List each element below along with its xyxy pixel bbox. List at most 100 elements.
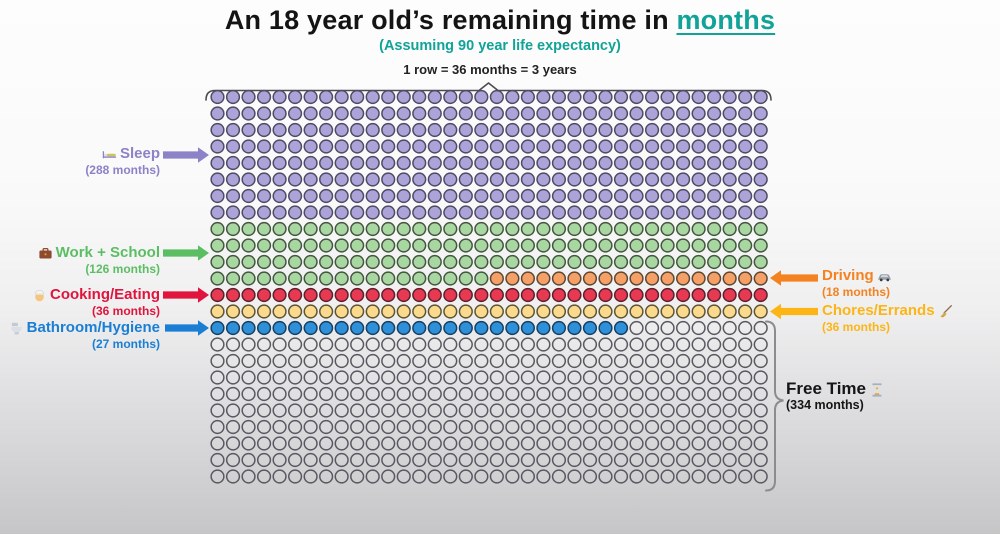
waffle-cell-free_time (334, 452, 349, 468)
waffle-cell-free_time (225, 386, 241, 402)
waffle-cell-sleep (303, 155, 318, 171)
waffle-cell-sleep (272, 172, 287, 187)
waffle-cell-work_school (660, 221, 675, 237)
waffle-cell-sleep (319, 106, 334, 121)
waffle-cell-free_time (536, 436, 551, 451)
waffle-cell-sleep (505, 172, 520, 187)
waffle-cell-chores_errands (272, 304, 287, 319)
waffle-cell-sleep (691, 139, 706, 154)
waffle-cell-work_school (225, 221, 241, 237)
waffle-cell-cooking_eating (288, 287, 303, 303)
waffle-cell-work_school (272, 254, 287, 270)
waffle-cell-work_school (319, 271, 334, 286)
waffle-cell-sleep (381, 172, 396, 187)
waffle-cell-work_school (676, 254, 691, 270)
waffle-cell-cooking_eating (598, 287, 613, 303)
row-note: 1 row = 36 months = 3 years (403, 62, 577, 77)
waffle-cell-free_time (427, 370, 442, 385)
waffle-cell-sleep (365, 106, 380, 121)
sleep-arrow (163, 147, 209, 163)
waffle-cell-driving (753, 271, 768, 286)
waffle-cell-driving (567, 271, 582, 286)
waffle-cell-sleep (489, 106, 504, 121)
waffle-cell-free_time (753, 419, 768, 435)
waffle-cell-free_time (536, 419, 551, 435)
page-title: An 18 year old’s remaining time in month… (0, 5, 1000, 36)
waffle-cell-free_time (738, 452, 753, 468)
waffle-cell-sleep (551, 155, 567, 171)
waffle-cell-cooking_eating (644, 287, 660, 303)
waffle-cell-sleep (613, 155, 629, 171)
waffle-cell-work_school (381, 221, 396, 237)
chores-errands-arrow (770, 303, 818, 320)
waffle-cell-bathroom_hygiene (567, 320, 582, 336)
waffle-cell-sleep (536, 106, 551, 121)
waffle-cell-cooking_eating (396, 287, 411, 303)
waffle-cell-sleep (210, 139, 225, 154)
waffle-cell-chores_errands (551, 304, 567, 319)
waffle-cell-sleep (691, 155, 706, 171)
waffle-cell-sleep (365, 155, 380, 171)
waffle-cell-free_time (381, 469, 396, 484)
waffle-cell-sleep (381, 155, 396, 171)
waffle-cell-free_time (691, 419, 706, 435)
waffle-cell-free_time (629, 337, 644, 352)
waffle-cell-bathroom_hygiene (427, 320, 442, 336)
waffle-cell-sleep (458, 155, 473, 171)
waffle-cell-sleep (489, 172, 504, 187)
waffle-cell-work_school (474, 221, 489, 237)
waffle-cell-free_time (365, 469, 380, 484)
waffle-cell-free_time (660, 469, 675, 484)
waffle-cell-free_time (474, 353, 489, 369)
waffle-cell-free_time (381, 419, 396, 435)
waffle-cell-free_time (225, 353, 241, 369)
waffle-cell-sleep (520, 188, 536, 204)
waffle-cell-free_time (707, 386, 722, 402)
waffle-cell-sleep (241, 139, 256, 154)
waffle-cell-sleep (319, 89, 334, 105)
waffle-cell-sleep (660, 106, 675, 121)
waffle-cell-bathroom_hygiene (210, 320, 225, 336)
waffle-cell-bathroom_hygiene (350, 320, 365, 336)
waffle-cell-free_time (644, 452, 660, 468)
waffle-cell-sleep (676, 89, 691, 105)
waffle-cell-free_time (443, 469, 458, 484)
waffle-cell-chores_errands (613, 304, 629, 319)
waffle-cell-free_time (722, 452, 737, 468)
waffle-cell-sleep (738, 205, 753, 220)
waffle-cell-free_time (210, 419, 225, 435)
waffle-cell-free_time (598, 386, 613, 402)
waffle-cell-work_school (350, 254, 365, 270)
waffle-cell-work_school (458, 238, 473, 253)
waffle-cell-free_time (319, 419, 334, 435)
waffle-cell-sleep (598, 205, 613, 220)
waffle-cell-cooking_eating (412, 287, 427, 303)
waffle-cell-sleep (582, 188, 598, 204)
waffle-cell-sleep (536, 89, 551, 105)
waffle-cell-bathroom_hygiene (288, 320, 303, 336)
waffle-cell-free_time (303, 452, 318, 468)
waffle-cell-chores_errands (598, 304, 613, 319)
label-chores-errands-months: (36 months) (822, 320, 891, 334)
waffle-cell-sleep (691, 188, 706, 204)
waffle-cell-sleep (458, 106, 473, 121)
waffle-cell-sleep (210, 106, 225, 121)
waffle-cell-sleep (427, 89, 442, 105)
waffle-cell-chores_errands (676, 304, 691, 319)
waffle-cell-work_school (288, 254, 303, 270)
waffle-cell-cooking_eating (474, 287, 489, 303)
waffle-cell-free_time (458, 403, 473, 418)
waffle-cell-free_time (505, 403, 520, 418)
waffle-cell-free_time (443, 337, 458, 352)
waffle-cell-free_time (319, 452, 334, 468)
waffle-cell-work_school (350, 238, 365, 253)
waffle-cell-free_time (536, 452, 551, 468)
waffle-cell-free_time (458, 386, 473, 402)
waffle-cell-free_time (753, 386, 768, 402)
waffle-cell-sleep (520, 89, 536, 105)
waffle-cell-work_school (396, 238, 411, 253)
waffle-cell-free_time (505, 337, 520, 352)
waffle-cell-free_time (660, 370, 675, 385)
waffle-cell-sleep (707, 89, 722, 105)
waffle-cell-free_time (629, 403, 644, 418)
